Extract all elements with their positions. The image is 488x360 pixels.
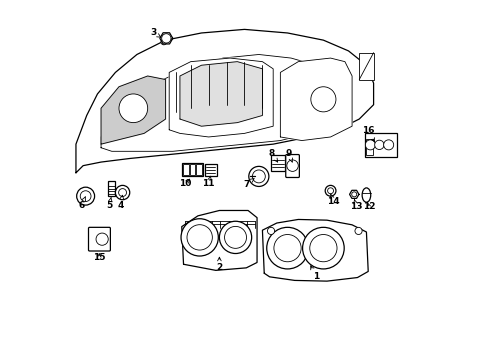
- FancyBboxPatch shape: [88, 227, 110, 251]
- Text: 1: 1: [310, 266, 319, 281]
- Circle shape: [302, 227, 344, 269]
- Circle shape: [248, 166, 268, 186]
- Circle shape: [273, 234, 301, 262]
- Circle shape: [383, 140, 393, 150]
- Polygon shape: [180, 62, 262, 126]
- Bar: [107, 181, 115, 196]
- Circle shape: [351, 192, 356, 197]
- Circle shape: [161, 39, 166, 45]
- Text: 12: 12: [362, 202, 374, 211]
- Circle shape: [266, 227, 308, 269]
- Circle shape: [309, 234, 336, 262]
- Bar: [366, 139, 372, 155]
- Bar: [183, 164, 188, 175]
- Circle shape: [115, 185, 129, 200]
- Circle shape: [365, 140, 375, 150]
- Circle shape: [327, 188, 333, 194]
- Circle shape: [286, 160, 298, 171]
- Polygon shape: [169, 58, 273, 137]
- Circle shape: [80, 191, 91, 202]
- Circle shape: [162, 34, 171, 43]
- Text: 11: 11: [202, 176, 214, 188]
- Circle shape: [252, 170, 265, 183]
- Text: 6: 6: [78, 197, 85, 210]
- Circle shape: [267, 227, 274, 234]
- Text: 16: 16: [361, 126, 374, 141]
- Text: 4: 4: [117, 195, 124, 210]
- Circle shape: [310, 87, 335, 112]
- Text: 2: 2: [216, 257, 222, 273]
- FancyBboxPatch shape: [285, 154, 299, 177]
- Polygon shape: [76, 30, 373, 173]
- Ellipse shape: [362, 188, 370, 202]
- Circle shape: [96, 233, 108, 245]
- Bar: [204, 163, 216, 176]
- Circle shape: [181, 219, 218, 256]
- Circle shape: [119, 189, 126, 197]
- Polygon shape: [262, 220, 367, 281]
- Circle shape: [354, 227, 362, 234]
- Text: 14: 14: [326, 194, 339, 206]
- Text: 15: 15: [93, 253, 105, 262]
- Polygon shape: [101, 76, 165, 144]
- Circle shape: [325, 185, 335, 196]
- Bar: [364, 134, 396, 157]
- Text: 10: 10: [179, 179, 191, 188]
- Bar: [359, 53, 373, 80]
- Circle shape: [119, 94, 147, 123]
- Polygon shape: [280, 58, 351, 140]
- Text: 7: 7: [243, 179, 254, 189]
- Bar: [189, 164, 195, 175]
- Bar: [271, 155, 285, 171]
- Circle shape: [77, 187, 94, 205]
- Text: 3: 3: [150, 28, 161, 37]
- Text: 8: 8: [268, 149, 277, 162]
- Text: 13: 13: [349, 199, 362, 211]
- Bar: [196, 164, 202, 175]
- Text: 5: 5: [106, 197, 112, 210]
- Text: 9: 9: [285, 149, 292, 162]
- Polygon shape: [182, 211, 257, 270]
- Circle shape: [219, 221, 251, 253]
- Circle shape: [186, 225, 212, 250]
- Bar: [182, 163, 202, 176]
- Circle shape: [374, 140, 383, 149]
- Circle shape: [224, 226, 246, 248]
